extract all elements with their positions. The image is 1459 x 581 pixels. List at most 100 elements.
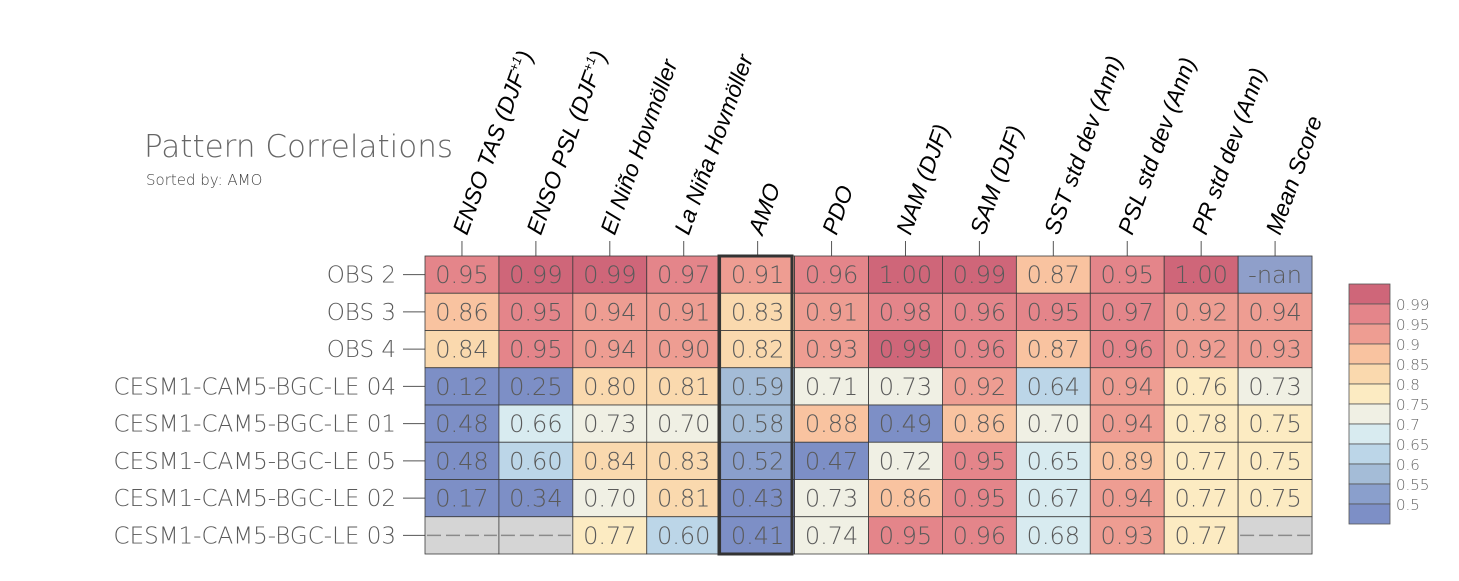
row-label: CESM1-CAM5-BGC-LE 04 xyxy=(114,374,396,400)
heatmap-cell xyxy=(942,441,1017,480)
heatmap-cell xyxy=(794,441,869,480)
colorbar-swatch xyxy=(1348,343,1391,365)
heatmap-cell xyxy=(868,441,943,480)
cell-value: 0.94 xyxy=(583,298,636,326)
cell-value: 0.96 xyxy=(1101,336,1154,364)
column-label: NAM (DJF) xyxy=(891,121,955,238)
column-labels: ENSO TAS (DJF+1)ENSO PSL (DJF+1)El Niño … xyxy=(447,47,1327,239)
colorbar-tick-label: 0.8 xyxy=(1396,376,1420,394)
cell-value: 0.92 xyxy=(953,373,1006,401)
cell-value: 0.81 xyxy=(657,373,710,401)
heatmap-cell xyxy=(1237,367,1313,406)
heatmap-cell xyxy=(424,292,500,331)
cell-value: 0.77 xyxy=(1174,447,1227,475)
heatmap-cell xyxy=(1015,479,1091,518)
cell-value: 0.96 xyxy=(953,298,1006,326)
colorbar-tick-label: 0.75 xyxy=(1396,396,1429,414)
cell-value: 0.34 xyxy=(509,485,562,513)
cell-value: 0.96 xyxy=(805,261,858,289)
colorbar-swatch xyxy=(1348,283,1391,305)
colorbar-tick-label: 0.85 xyxy=(1396,356,1429,374)
colorbar-tick-label: 0.65 xyxy=(1396,436,1429,454)
heatmap-cell xyxy=(646,441,722,480)
colorbar-swatch xyxy=(1348,483,1391,505)
cell-value: 0.78 xyxy=(1174,410,1227,438)
cell-value: 0.97 xyxy=(657,261,710,289)
cell-value: 0.83 xyxy=(731,298,784,326)
column-label: PR std dev (Ann) xyxy=(1186,64,1270,237)
column-label: La Niña Hovmöller xyxy=(669,50,759,238)
row-label: CESM1-CAM5-BGC-LE 03 xyxy=(114,523,396,549)
heatmap-cell xyxy=(646,404,722,443)
cell-value: 0.95 xyxy=(1101,261,1154,289)
cell-value: 0.94 xyxy=(583,336,636,364)
cell-value: 0.90 xyxy=(657,336,710,364)
cell-value: 0.76 xyxy=(1174,373,1227,401)
colorbar-swatch xyxy=(1348,503,1391,525)
heatmap-cell xyxy=(942,292,1017,331)
heatmap-cell xyxy=(572,516,648,555)
heatmap-cell xyxy=(424,255,500,294)
chart-subtitle: Sorted by: AMO xyxy=(146,171,262,189)
colorbar-tick-label: 0.95 xyxy=(1396,316,1429,334)
heatmap-cell xyxy=(572,330,648,369)
heatmap-cell xyxy=(794,479,869,518)
cell-value: 0.95 xyxy=(953,485,1006,513)
heatmap-cell xyxy=(1237,255,1313,294)
heatmap-cell xyxy=(1163,404,1239,443)
column-label: ENSO PSL (DJF+1) xyxy=(521,47,612,238)
cell-value: 0.99 xyxy=(583,261,636,289)
cell-value: 0.17 xyxy=(435,485,488,513)
colorbar-swatch xyxy=(1348,443,1391,465)
cell-value: 0.70 xyxy=(1027,410,1080,438)
cell-value: 0.66 xyxy=(509,410,562,438)
colorbar-swatch xyxy=(1348,363,1391,385)
heatmap-cell xyxy=(1015,404,1091,443)
cell-value: 0.73 xyxy=(1248,373,1301,401)
cell-value: 0.81 xyxy=(657,485,710,513)
cell-value: 0.48 xyxy=(435,447,488,475)
cell-value: 0.92 xyxy=(1174,336,1227,364)
heatmap-cell xyxy=(498,479,574,518)
row-label: CESM1-CAM5-BGC-LE 05 xyxy=(114,449,396,475)
column-label: PDO xyxy=(817,182,859,238)
heatmap-cell xyxy=(942,404,1017,443)
heatmap-cell xyxy=(1089,255,1165,294)
heatmap-cell xyxy=(868,479,943,518)
heatmap-cell xyxy=(498,255,574,294)
heatmap-cell xyxy=(1163,255,1239,294)
cell-value: 0.75 xyxy=(1248,485,1301,513)
cell-value: 0.73 xyxy=(805,485,858,513)
heatmap-cell xyxy=(720,441,795,480)
heatmap-cell xyxy=(942,479,1017,518)
cell-value: 0.72 xyxy=(879,447,932,475)
colorbar: 0.99 0.95 0.9 0.85 0.8 0.75 0.7 0.65 0.6 0.55 0.5 xyxy=(1348,283,1429,525)
heatmap-cell xyxy=(1015,516,1091,555)
cell-value: 0.86 xyxy=(435,298,488,326)
cell-value: 0.84 xyxy=(435,336,488,364)
cell-value: 0.94 xyxy=(1248,298,1301,326)
heatmap-cell xyxy=(1089,330,1165,369)
cell-value: 0.98 xyxy=(879,298,932,326)
colorbar-swatch xyxy=(1348,383,1391,405)
cell-value: 0.48 xyxy=(435,410,488,438)
cell-value: 0.91 xyxy=(657,298,710,326)
cell-value: 0.71 xyxy=(805,373,858,401)
heatmap-cell xyxy=(572,479,648,518)
cell-value: 0.83 xyxy=(657,447,710,475)
cell-value: 0.25 xyxy=(509,373,562,401)
cell-value: 0.70 xyxy=(657,410,710,438)
cell-value: 0.95 xyxy=(509,298,562,326)
column-label: Mean Score xyxy=(1260,112,1327,237)
cell-value: 1.00 xyxy=(879,261,932,289)
cell-value: 1.00 xyxy=(1174,261,1227,289)
cell-value: 0.93 xyxy=(1101,522,1154,550)
cell-value: 0.95 xyxy=(435,261,488,289)
cell-value: 0.68 xyxy=(1027,522,1080,550)
cell-value: 0.95 xyxy=(953,447,1006,475)
heatmap-cell xyxy=(1237,330,1313,369)
cell-value: 0.58 xyxy=(731,410,784,438)
heatmap-cell xyxy=(942,255,1017,294)
heatmap-cell xyxy=(572,255,648,294)
